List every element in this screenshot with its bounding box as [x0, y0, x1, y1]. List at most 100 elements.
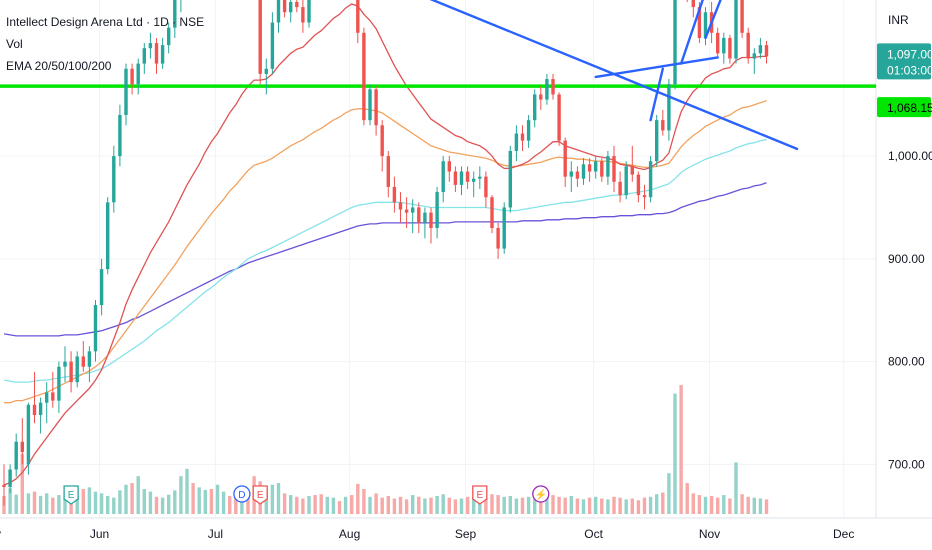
candle	[514, 125, 519, 162]
candle-body	[142, 48, 146, 64]
symbol-title[interactable]: Intellect Design Arena Ltd · 1D · NSE	[6, 15, 205, 29]
event-marker-earnings-negative[interactable]: E	[472, 485, 488, 505]
candle-body	[38, 402, 43, 416]
candle	[520, 125, 525, 151]
event-marker-shape	[252, 485, 268, 505]
candle	[130, 63, 134, 95]
candle-body	[118, 115, 122, 157]
candle	[624, 161, 628, 200]
candle-body	[301, 7, 305, 23]
event-marker-news[interactable]: ⚡	[532, 485, 550, 503]
candle-body	[691, 0, 695, 8]
candle-body	[32, 404, 37, 416]
candle	[57, 361, 61, 413]
candle	[392, 176, 397, 213]
last-price-badge-bg	[877, 43, 931, 80]
volume-bar	[667, 473, 671, 514]
volume-bar	[270, 484, 275, 514]
candle	[75, 351, 79, 388]
candle-body	[380, 125, 384, 157]
candle-body	[368, 89, 372, 121]
volume-bar	[411, 495, 415, 514]
currency-label: INR	[888, 13, 909, 27]
volume-bar	[148, 491, 153, 514]
candle	[557, 92, 561, 146]
volume-bar	[362, 489, 366, 514]
volume-bar	[661, 492, 665, 514]
candle-body	[63, 361, 67, 367]
volume-bar	[508, 495, 512, 514]
trendline[interactable]	[594, 56, 719, 79]
trendline[interactable]	[649, 67, 664, 122]
candle-body	[435, 192, 439, 229]
trendline[interactable]	[679, 0, 705, 65]
time-axis[interactable]: MayJunJulAugSepOctNovDec202	[0, 527, 932, 541]
volume-bar	[722, 495, 726, 514]
candle	[258, 0, 262, 85]
candle-body	[14, 441, 18, 470]
candle-body	[453, 171, 458, 185]
volume-bar	[386, 495, 390, 514]
candle	[508, 145, 512, 213]
volume-bar	[264, 490, 268, 514]
candle	[398, 192, 403, 223]
candle-body	[106, 202, 110, 270]
volume-bar	[484, 498, 488, 514]
trendline[interactable]	[704, 0, 724, 40]
candle-body	[295, 1, 299, 8]
event-marker-shape	[532, 485, 550, 503]
time-tick-label: Oct	[584, 527, 603, 541]
ema-indicator-label[interactable]: EMA 20/50/100/200	[6, 59, 112, 73]
candle	[722, 32, 726, 64]
candle-body	[642, 195, 647, 198]
candle-body	[703, 12, 708, 38]
volume-bar	[478, 500, 482, 514]
candle	[484, 171, 488, 208]
candle-body	[472, 178, 476, 182]
price-axis[interactable]: INR600.00700.00800.00900.001,000.001,200…	[877, 0, 932, 550]
volume-bar	[87, 487, 92, 514]
volume-bar	[563, 497, 567, 514]
event-marker-dividend[interactable]: D	[233, 485, 251, 503]
candle-body	[276, 0, 281, 23]
trendline[interactable]	[254, 0, 799, 151]
candle-body	[87, 351, 92, 367]
volume-bar	[764, 499, 769, 514]
volume-bar	[191, 483, 195, 514]
volume-bar	[447, 497, 451, 514]
last-price-badge: 1,097.00 01:03:00	[877, 43, 932, 80]
candle	[691, 0, 695, 18]
volume-bar	[490, 494, 494, 514]
volume-bar	[368, 496, 372, 514]
candle-body	[734, 0, 738, 59]
candle	[526, 115, 531, 148]
event-marker-earnings-positive[interactable]: E	[63, 485, 79, 505]
candle-body	[587, 164, 592, 172]
volume-bar	[624, 499, 628, 514]
volume-bar	[673, 393, 677, 514]
volume-bar	[465, 496, 470, 514]
candle	[118, 104, 122, 167]
volume-bar	[703, 496, 708, 514]
volume-bar	[221, 491, 226, 514]
candle	[2, 464, 6, 506]
volume-bar	[496, 495, 500, 514]
volume-bar	[276, 483, 281, 514]
event-marker-earnings-negative[interactable]: E	[252, 485, 268, 505]
candle	[32, 371, 37, 424]
candle	[63, 346, 67, 383]
volume-indicator-label[interactable]: Vol	[6, 37, 23, 51]
candle-body	[173, 0, 177, 28]
candle-body	[423, 212, 427, 223]
candle	[703, 7, 708, 46]
candle-body	[661, 120, 665, 131]
candle-body	[289, 1, 293, 13]
level-price-label: 1,068.15	[887, 101, 932, 115]
volume-bar	[179, 476, 183, 514]
candle	[642, 184, 647, 210]
candle-body	[575, 171, 580, 179]
volume-bar	[209, 489, 214, 514]
candle	[606, 150, 610, 185]
